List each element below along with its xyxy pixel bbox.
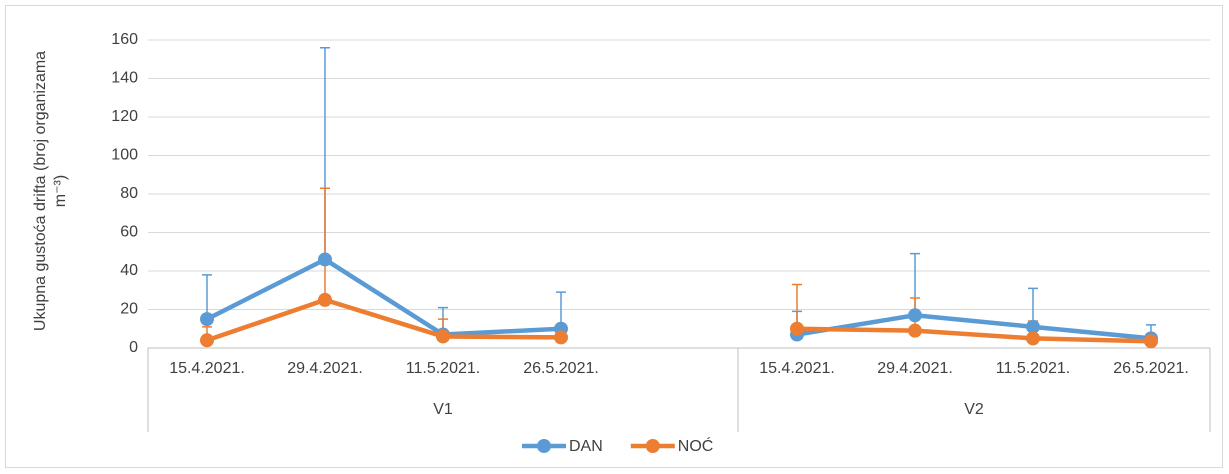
data-point [318, 292, 332, 307]
y-tick-label: 120 [111, 108, 138, 125]
y-tick-label: 100 [111, 147, 138, 164]
data-point [1026, 331, 1040, 346]
data-point [554, 330, 568, 345]
data-point [436, 329, 450, 344]
y-tick-label: 20 [120, 301, 138, 318]
series-line [205, 257, 1152, 341]
y-tick-label: 80 [120, 185, 138, 202]
legend-marker [537, 439, 551, 453]
y-tick-label: 60 [120, 224, 138, 241]
data-point [1026, 319, 1040, 334]
x-tick-label: 11.5.2021. [996, 360, 1070, 377]
chart-frame [5, 5, 1223, 468]
series-line [206, 297, 1152, 344]
y-tick-label: 40 [120, 262, 138, 279]
x-tick-label: 26.5.2021. [523, 360, 599, 377]
x-tick-label: 15.4.2021. [169, 360, 245, 377]
data-point [1144, 334, 1158, 349]
x-tick-label: 15.4.2021. [759, 360, 835, 377]
data-point [908, 323, 922, 338]
y-tick-label: 140 [111, 70, 138, 87]
data-point [318, 252, 332, 267]
group-label: V2 [964, 401, 984, 418]
data-point [790, 321, 804, 336]
y-axis-title: Ukupna gustoća drifta (broj organizama m… [32, 50, 69, 332]
error-bar [202, 274, 212, 320]
data-point [200, 312, 214, 327]
data-point [200, 333, 214, 348]
x-tick-label: 29.4.2021. [877, 360, 953, 377]
y-tick-label: 0 [129, 339, 138, 356]
data-point [908, 308, 922, 323]
error-bar [792, 283, 802, 329]
x-tick-label: 26.5.2021. [1113, 360, 1189, 377]
legend-label: DAN [569, 438, 603, 455]
x-tick-label: 11.5.2021. [406, 360, 480, 377]
x-tick-label: 29.4.2021. [287, 360, 363, 377]
error-bar [320, 187, 330, 300]
legend-marker [645, 439, 660, 453]
y-tick-label: 160 [111, 31, 138, 48]
legend-label: NOĆ [678, 436, 714, 455]
group-label: V1 [433, 401, 453, 418]
